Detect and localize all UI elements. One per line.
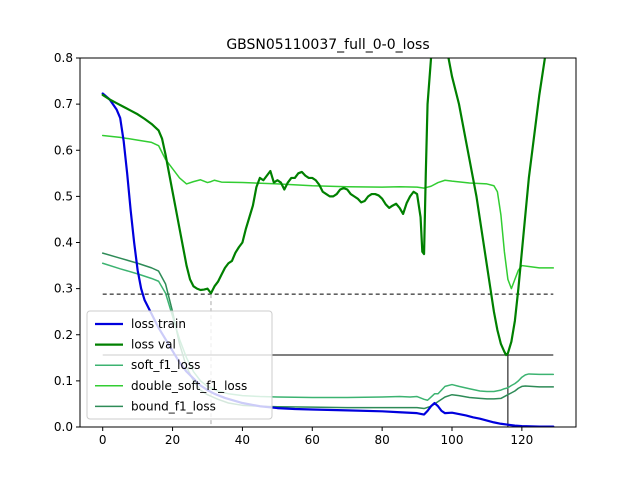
legend-label: loss train: [131, 317, 186, 331]
y-tick-label: 0.2: [54, 328, 73, 342]
y-tick-label: 0.3: [54, 282, 73, 296]
legend-label: loss val: [131, 338, 176, 352]
x-tick-label: 80: [375, 433, 390, 447]
y-tick-label: 0.1: [54, 374, 73, 388]
y-tick-label: 0.4: [54, 236, 73, 250]
x-tick-label: 60: [305, 433, 320, 447]
series-line-double-soft-f1-loss: [101, 134, 555, 290]
x-tick-label: 100: [441, 433, 464, 447]
legend-label: double_soft_f1_loss: [131, 379, 247, 393]
legend: loss train loss val soft_f1_loss double_sof…: [86, 310, 273, 420]
x-tick-label: 20: [165, 433, 180, 447]
y-tick-label: 0.0: [54, 420, 73, 434]
chart-title: GBSN05110037_full_0-0_loss: [226, 37, 429, 53]
legend-label: soft_f1_loss: [131, 358, 200, 372]
x-tick-label: 0: [99, 433, 107, 447]
series-line-loss-val: [101, 58, 547, 357]
y-tick-label: 0.8: [54, 51, 73, 65]
y-tick-label: 0.7: [54, 97, 73, 111]
legend-box: [86, 310, 273, 420]
x-tick-label: 40: [235, 433, 250, 447]
legend-label: bound_f1_loss: [131, 399, 216, 413]
y-tick-label: 0.5: [54, 189, 73, 203]
y-tick-label: 0.6: [54, 143, 73, 157]
series-line-loss-train: [101, 92, 555, 427]
x-tick-label: 120: [510, 433, 533, 447]
axes: 0 20 40 60 80 100 120 0.0 0.1 0.2 0.3 0.4 0.5 0.6 0.7 0…: [54, 51, 577, 447]
